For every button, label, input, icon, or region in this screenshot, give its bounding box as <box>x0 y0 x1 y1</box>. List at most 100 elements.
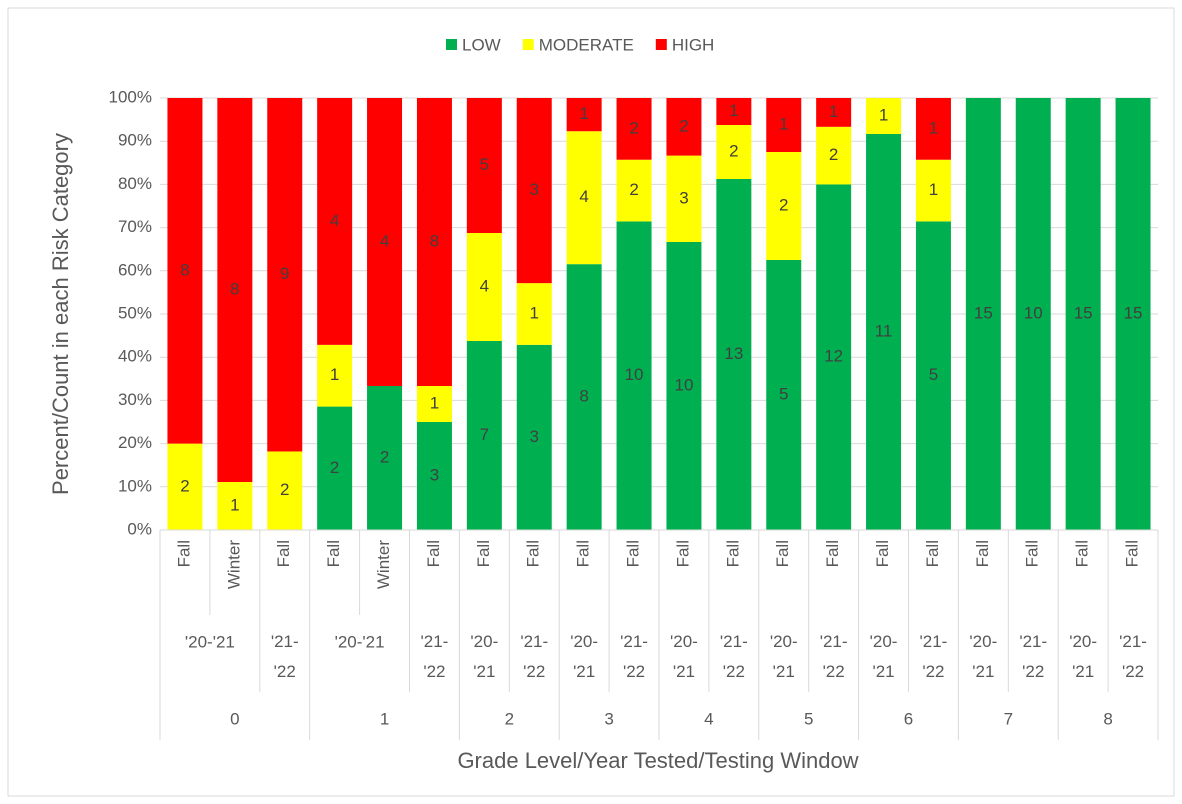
x-tick-label: Winter <box>224 540 243 589</box>
data-label: 4 <box>330 211 339 230</box>
year-label-line: '21 <box>573 662 595 681</box>
year-label-line: '21 <box>773 662 795 681</box>
year-label-line: '20- <box>870 632 898 651</box>
data-label: 13 <box>724 344 743 363</box>
data-label: 1 <box>430 393 439 412</box>
data-label: 10 <box>674 375 693 394</box>
y-axis-title: Percent/Count in each Risk Category <box>48 133 73 495</box>
year-label: '20-'21 <box>335 632 385 651</box>
y-tick-label: 100% <box>109 87 152 106</box>
year-label: '20-'21 <box>969 632 997 681</box>
bar-segment <box>1115 98 1151 530</box>
x-tick-label: Fall <box>923 540 942 567</box>
x-tick-label: Fall <box>773 540 792 567</box>
bar-segment <box>1015 98 1051 530</box>
bar-segment <box>915 98 951 160</box>
x-tick-label: Fall <box>324 540 343 567</box>
grade-label: 2 <box>505 709 514 728</box>
year-label-line: '22 <box>1022 662 1044 681</box>
data-label: 2 <box>180 476 189 495</box>
year-label-line: '21- <box>620 632 648 651</box>
grade-label: 4 <box>704 709 713 728</box>
data-label: 1 <box>729 101 738 120</box>
year-label: '20-'21 <box>670 632 698 681</box>
year-label-line: '22 <box>1122 662 1144 681</box>
y-tick-label: 30% <box>118 390 152 409</box>
bar-segment <box>566 131 602 265</box>
year-label-line: '21- <box>1019 632 1047 651</box>
year-label: '21- '22 <box>1119 632 1147 681</box>
y-tick-label: 90% <box>118 131 152 150</box>
data-label: 8 <box>430 231 439 250</box>
bar-segment <box>666 155 702 242</box>
year-label: '21- '22 <box>421 632 449 681</box>
x-tick-label: Fall <box>723 540 742 567</box>
legend-label: MODERATE <box>539 35 634 54</box>
year-label: '21- '22 <box>720 632 748 681</box>
data-label: 3 <box>530 180 539 199</box>
grade-label: 0 <box>230 709 239 728</box>
legend-label: HIGH <box>672 35 715 54</box>
year-label-line: '21- <box>920 632 948 651</box>
year-label-line: '22 <box>823 662 845 681</box>
data-label: 7 <box>480 425 489 444</box>
grade-label: 3 <box>604 709 613 728</box>
legend-label: LOW <box>462 35 501 54</box>
year-label-line: '21 <box>473 662 495 681</box>
year-label: '21- '22 <box>271 632 299 681</box>
year-label: '20-'21 <box>770 632 798 681</box>
bar-segment <box>866 134 902 530</box>
bar-segment <box>816 98 852 127</box>
year-label: '20-'21 <box>470 632 498 681</box>
data-label: 1 <box>879 105 888 124</box>
y-tick-label: 0% <box>127 519 152 538</box>
data-label: 5 <box>779 384 788 403</box>
data-label: 8 <box>180 260 189 279</box>
bar-segment <box>915 221 951 530</box>
year-label-line: '22 <box>274 662 296 681</box>
bar-segment <box>616 98 652 160</box>
year-label: '21- '22 <box>620 632 648 681</box>
year-label: '21- '22 <box>820 632 848 681</box>
bar-segment <box>716 179 752 530</box>
data-label: 8 <box>230 279 239 298</box>
bar-segment <box>317 406 353 530</box>
bar-segment <box>816 184 852 530</box>
legend-swatch <box>522 39 534 50</box>
x-tick-label: Fall <box>1023 540 1042 567</box>
x-tick-label: Fall <box>174 540 193 567</box>
year-label-line: '21- <box>720 632 748 651</box>
bar-segment <box>217 98 253 482</box>
data-label: 2 <box>629 118 638 137</box>
x-tick-label: Fall <box>624 540 643 567</box>
grade-label: 1 <box>380 709 389 728</box>
data-label: 1 <box>230 495 239 514</box>
data-label: 15 <box>974 303 993 322</box>
year-label-line: '21 <box>1072 662 1094 681</box>
y-tick-label: 50% <box>118 303 152 322</box>
data-label: 4 <box>480 276 489 295</box>
data-label: 4 <box>380 231 389 250</box>
bar-segment <box>466 341 502 530</box>
year-label-line: '20- <box>570 632 598 651</box>
data-label: 2 <box>330 458 339 477</box>
data-label: 9 <box>280 264 289 283</box>
x-tick-label: Fall <box>524 540 543 567</box>
bar-segment <box>167 98 203 444</box>
year-label-line: '22 <box>922 662 944 681</box>
year-label-line: '22 <box>523 662 545 681</box>
data-label: 5 <box>929 365 938 384</box>
bar-segment <box>516 344 552 530</box>
data-label: 2 <box>829 145 838 164</box>
grade-label: 8 <box>1103 709 1112 728</box>
legend-swatch <box>446 39 457 50</box>
x-tick-label: Fall <box>823 540 842 567</box>
bar-segment <box>516 98 552 284</box>
grade-label: 7 <box>1004 709 1013 728</box>
bar-segment <box>716 125 752 179</box>
y-tick-label: 20% <box>118 433 152 452</box>
x-tick-label: Fall <box>873 540 892 567</box>
bar-segment <box>367 386 403 530</box>
bar-segment <box>566 264 602 530</box>
